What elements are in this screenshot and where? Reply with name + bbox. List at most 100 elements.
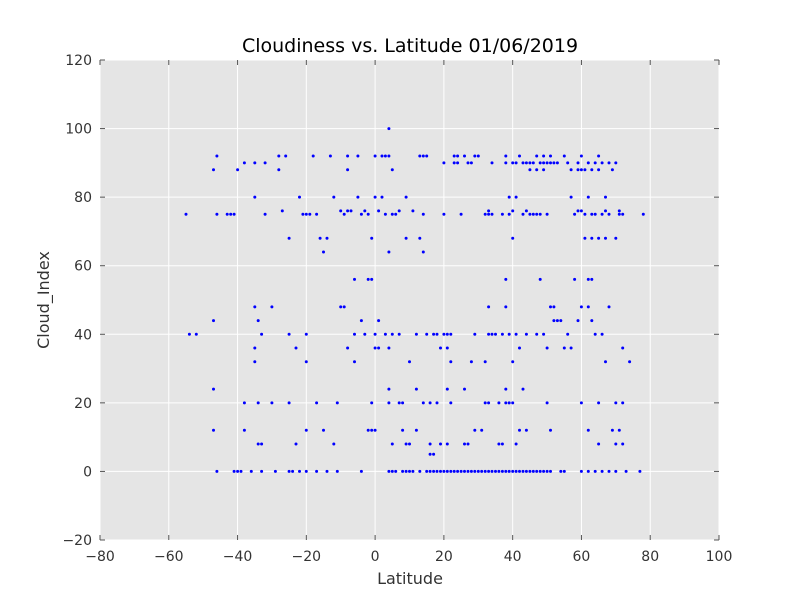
data-point <box>507 195 511 199</box>
data-point <box>528 469 532 473</box>
data-point <box>418 236 422 240</box>
data-point <box>535 154 539 158</box>
data-point <box>256 442 260 446</box>
data-point <box>435 332 439 336</box>
data-point <box>531 469 535 473</box>
data-point <box>480 469 484 473</box>
data-point <box>456 161 460 165</box>
data-point <box>449 401 453 405</box>
data-point <box>559 319 563 323</box>
data-point <box>387 387 391 391</box>
data-point <box>387 250 391 254</box>
data-point <box>569 168 573 172</box>
data-point <box>607 212 611 216</box>
data-point <box>353 277 356 281</box>
data-point <box>621 442 625 446</box>
data-point <box>469 360 473 364</box>
data-point <box>490 469 494 473</box>
data-point <box>322 428 325 432</box>
data-point <box>404 442 408 446</box>
data-point <box>260 332 264 336</box>
data-point <box>579 401 583 405</box>
data-point <box>452 161 456 165</box>
data-point <box>408 442 411 446</box>
data-point <box>579 305 583 309</box>
data-point <box>397 332 401 336</box>
data-point <box>504 277 508 281</box>
data-point <box>404 469 408 473</box>
data-point <box>253 346 257 350</box>
data-point <box>425 469 429 473</box>
y-tick-label: 60 <box>74 259 92 275</box>
data-point <box>617 209 621 213</box>
data-point <box>487 209 491 213</box>
data-point <box>425 154 429 158</box>
data-point <box>576 168 580 172</box>
data-point <box>497 442 501 446</box>
data-point <box>366 428 370 432</box>
x-tick-label: 60 <box>573 549 591 565</box>
data-point <box>490 161 494 165</box>
data-point <box>287 236 291 240</box>
data-point <box>459 212 463 216</box>
data-point <box>260 469 264 473</box>
data-point <box>298 469 301 473</box>
data-point <box>428 401 432 405</box>
data-point <box>301 212 305 216</box>
data-point <box>604 209 607 213</box>
data-point <box>586 469 590 473</box>
x-tick-label: −80 <box>85 549 115 565</box>
data-point <box>483 469 487 473</box>
data-point <box>387 469 391 473</box>
data-point <box>593 469 597 473</box>
data-point <box>562 154 566 158</box>
data-point <box>212 168 215 172</box>
data-point <box>456 154 460 158</box>
data-point <box>225 212 229 216</box>
data-point <box>583 168 587 172</box>
data-point <box>487 401 491 405</box>
data-point <box>442 332 446 336</box>
data-point <box>277 168 281 172</box>
data-point <box>473 154 477 158</box>
data-point <box>242 161 246 165</box>
data-point <box>552 305 556 309</box>
data-point <box>387 127 391 131</box>
data-point <box>476 469 480 473</box>
data-point <box>524 161 528 165</box>
data-point <box>504 401 508 405</box>
data-point <box>383 154 387 158</box>
data-point <box>552 319 556 323</box>
data-point <box>390 212 394 216</box>
data-point <box>500 442 504 446</box>
x-axis-label: Latitude <box>377 569 443 588</box>
data-point <box>242 428 246 432</box>
data-point <box>614 161 618 165</box>
x-tick-labels: −80 −60 −40 −20 0 20 40 60 80 100 <box>85 549 732 565</box>
data-point <box>528 161 532 165</box>
data-point <box>600 469 604 473</box>
data-point <box>445 469 449 473</box>
data-point <box>473 332 477 336</box>
data-point <box>614 469 618 473</box>
data-point <box>253 195 257 199</box>
data-point <box>487 212 491 216</box>
data-point <box>569 346 573 350</box>
data-point <box>617 428 621 432</box>
data-point <box>628 360 632 364</box>
data-point <box>518 428 521 432</box>
data-point <box>531 161 535 165</box>
data-point <box>421 401 425 405</box>
data-point <box>604 195 607 199</box>
data-point <box>590 319 594 323</box>
data-point <box>304 360 308 364</box>
data-point <box>359 319 363 323</box>
data-point <box>586 161 590 165</box>
data-point <box>387 154 391 158</box>
data-point <box>363 332 367 336</box>
data-point <box>579 168 583 172</box>
ticks <box>99 59 720 541</box>
data-point <box>497 401 501 405</box>
data-point <box>390 469 394 473</box>
data-points <box>184 127 645 473</box>
